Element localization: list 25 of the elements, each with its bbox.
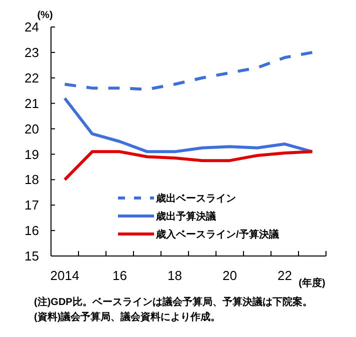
x-tick-label: 20 — [222, 268, 237, 283]
x-tick-label: 2014 — [50, 268, 80, 283]
text: (資料)議会予算局、議会資料により作成。 — [34, 311, 221, 323]
legend-label: 歳入ベースライン/予算決議 — [155, 228, 279, 240]
line-series — [63, 96, 314, 154]
legend-label: 歳出ベースライン — [155, 192, 236, 204]
line-series — [63, 50, 314, 91]
x-tick-label: 22 — [278, 268, 292, 283]
y-tick-label: 21 — [24, 96, 39, 111]
y-tick-label: 22 — [24, 70, 39, 86]
y-tick-label: 18 — [24, 172, 39, 188]
y-tick-label: 19 — [24, 146, 39, 162]
legend-label: 歳出予算決議 — [155, 210, 216, 222]
y-tick-label: 20 — [24, 121, 39, 136]
y-tick-label: 17 — [24, 198, 39, 213]
y-tick-label: 16 — [24, 223, 39, 238]
y-tick-label: 24 — [24, 20, 39, 35]
line-series — [63, 150, 314, 182]
text: (注)GDP比。ベースラインは議会予算局、予算決議は下院案。 — [34, 296, 312, 308]
x-tick-label: 16 — [112, 268, 127, 283]
y-axis-title: (%) — [37, 10, 53, 21]
y-tick-label: 23 — [24, 44, 39, 60]
y-tick-label: 15 — [24, 248, 39, 264]
x-tick-label: 18 — [168, 268, 182, 283]
x-axis-title: (年度) — [298, 277, 326, 289]
